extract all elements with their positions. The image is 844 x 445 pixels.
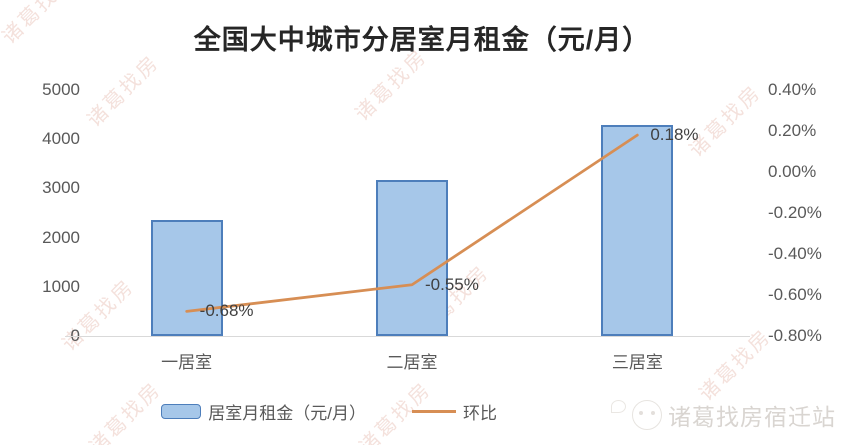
brand-name: 诸葛找房宿迁站 <box>668 404 836 430</box>
brand-watermark: 诸葛找房宿迁站 <box>611 398 836 432</box>
right-axis-tick: 0.20% <box>768 121 817 140</box>
bar-series-swatch-icon <box>161 404 202 419</box>
right-axis-tick: 0.00% <box>768 162 817 181</box>
mascot-icon <box>632 400 662 430</box>
line-data-label: -0.68% <box>199 301 254 321</box>
legend-item-mom: 环比 <box>412 399 497 424</box>
category-label: 一居室 <box>161 353 213 372</box>
background-watermark: 诸葛找房 <box>685 80 767 162</box>
right-axis-tick: -0.40% <box>768 244 822 263</box>
line-data-label: 0.18% <box>650 125 699 145</box>
legend-item-rent: 居室月租金（元/月） <box>161 399 366 424</box>
right-axis-tick: -0.20% <box>768 203 822 222</box>
speech-bubble-icon <box>611 400 626 413</box>
legend-label-mom: 环比 <box>463 404 498 423</box>
rent-bar <box>376 180 448 336</box>
rent-bar <box>601 124 674 336</box>
left-axis-tick: 3000 <box>42 178 80 198</box>
line-series-swatch-icon <box>412 410 457 413</box>
left-axis-tick: 4000 <box>42 129 80 149</box>
chart-title: 全国大中城市分居室月租金（元/月） <box>193 25 651 55</box>
x-axis-line <box>65 336 750 337</box>
category-label: 三居室 <box>611 353 663 372</box>
category-label: 二居室 <box>386 353 438 372</box>
background-watermark: 诸葛找房 <box>83 50 165 132</box>
legend-label-rent: 居室月租金（元/月） <box>208 404 367 423</box>
right-axis-tick: -0.60% <box>768 285 822 304</box>
right-axis-tick: 0.40% <box>768 80 817 99</box>
left-axis-tick: 0 <box>0 326 80 346</box>
left-axis-tick: 2000 <box>42 227 80 247</box>
right-axis-tick: -0.80% <box>768 326 822 345</box>
left-axis-tick: 5000 <box>42 80 80 99</box>
line-data-label: -0.55% <box>425 274 479 294</box>
left-axis-tick: 1000 <box>42 276 80 296</box>
chart-legend: 居室月租金（元/月） 环比 <box>0 399 658 424</box>
